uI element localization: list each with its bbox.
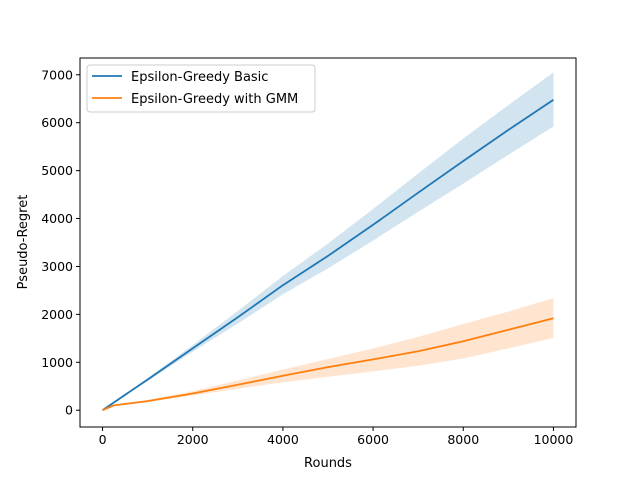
series-lines	[101, 98, 555, 412]
x-tick-label: 0	[99, 432, 107, 447]
y-tick-label: 2000	[41, 307, 73, 322]
band-epsilon-greedy-with-gmm	[102, 298, 554, 411]
y-axis-ticks: 0 1000 2000 3000 4000 5000 6000 7000	[41, 67, 80, 418]
plot-frame	[79, 57, 577, 428]
x-axis-ticks: 0 2000 4000 6000 8000 10000	[99, 427, 574, 447]
x-tick-label: 10000	[534, 432, 574, 447]
y-tick-label: 0	[65, 403, 73, 418]
x-tick-label: 8000	[447, 432, 479, 447]
y-tick-label: 1000	[41, 355, 73, 370]
legend: Epsilon-Greedy Basic Epsilon-Greedy with…	[86, 64, 316, 113]
y-tick-label: 7000	[41, 67, 73, 82]
x-axis-label: Rounds	[304, 456, 352, 471]
legend-label-gmm: Epsilon-Greedy with GMM	[131, 92, 298, 107]
x-tick-label: 2000	[177, 432, 209, 447]
y-axis-label: Pseudo-Regret	[16, 195, 31, 290]
legend-label-basic: Epsilon-Greedy Basic	[131, 70, 268, 85]
band-epsilon-greedy-basic	[102, 72, 554, 411]
line-epsilon-greedy-with-gmm	[102, 317, 554, 412]
y-tick-label: 3000	[41, 259, 73, 274]
y-tick-label: 4000	[41, 211, 73, 226]
confidence-bands	[102, 72, 554, 411]
y-tick-label: 6000	[41, 115, 73, 130]
y-tick-label: 5000	[41, 163, 73, 178]
line-epsilon-greedy-basic	[101, 98, 555, 411]
legend-box	[86, 64, 316, 113]
x-tick-label: 6000	[357, 432, 389, 447]
x-tick-label: 4000	[267, 432, 299, 447]
